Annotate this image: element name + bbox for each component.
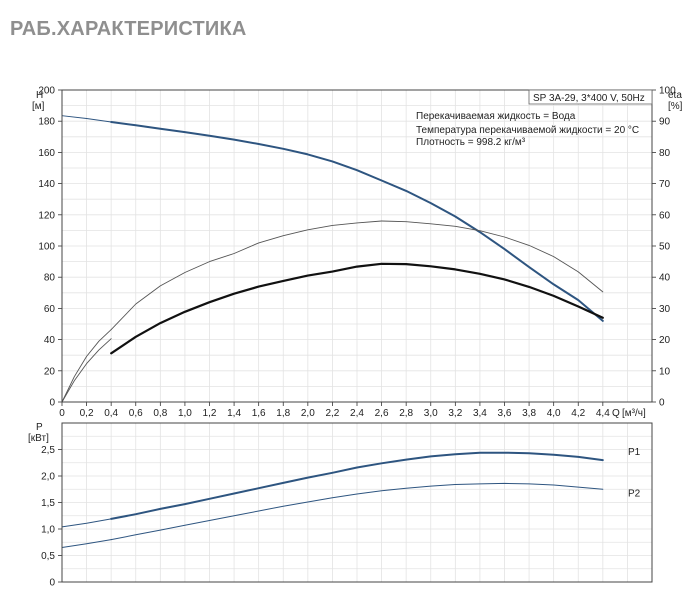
x-tick-label: 1,0	[178, 408, 192, 419]
x-tick-label: 2,0	[301, 408, 315, 419]
series-label-p2: P2	[628, 488, 641, 499]
series-label-p1: P1	[628, 447, 641, 458]
y-left-tick-label: 0	[49, 398, 55, 409]
x-tick-label: 1,6	[252, 408, 266, 419]
info-line-fluid: Перекачиваемая жидкость = Вода	[416, 111, 576, 122]
x-tick-label: 2,6	[375, 408, 389, 419]
y-left-tick-label: 180	[38, 117, 55, 128]
x-tick-label: 2,8	[399, 408, 413, 419]
p-tick-label: 2,0	[41, 472, 55, 483]
y-left-tick-label: 60	[44, 304, 56, 315]
y-right-tick-label: 80	[659, 148, 671, 159]
x-tick-label: 0,8	[153, 408, 167, 419]
x-tick-label: 3,4	[473, 408, 487, 419]
p-tick-label: 0,5	[41, 551, 55, 562]
x-tick-label: 1,2	[203, 408, 217, 419]
eta-axis-unit: [%]	[668, 101, 683, 112]
x-tick-label: 3,8	[522, 408, 536, 419]
x-tick-label: 0,4	[104, 408, 118, 419]
y-right-tick-label: 0	[659, 398, 665, 409]
x-tick-label: 1,4	[227, 408, 241, 419]
info-line-temperature: Температура перекачиваемой жидкости = 20…	[416, 125, 639, 136]
plot-frames	[58, 89, 656, 583]
y-left-tick-label: 80	[44, 273, 56, 284]
efficiency-curve-pump	[61, 329, 112, 403]
p-tick-label: 0	[49, 578, 55, 589]
efficiency-curve-total	[61, 338, 112, 403]
q-axis-title: Q	[612, 408, 620, 419]
h-axis-title: H	[36, 90, 43, 101]
p-tick-label: 1,5	[41, 498, 55, 509]
eta-axis-title: eta	[668, 90, 682, 101]
head-curve	[61, 115, 112, 123]
y-left-tick-label: 200	[38, 86, 55, 97]
info-line-density: Плотность = 998.2 кг/м³	[416, 137, 526, 148]
h-axis-unit: [м]	[32, 101, 45, 112]
x-tick-label: 2,2	[325, 408, 339, 419]
power-curve-p2	[110, 482, 604, 541]
y-right-tick-label: 40	[659, 273, 671, 284]
p-axis-unit: [кВт]	[28, 433, 49, 444]
y-left-tick-label: 20	[44, 366, 56, 377]
y-right-tick-label: 50	[659, 242, 671, 253]
x-tick-label: 4,0	[547, 408, 561, 419]
power-curve-p1	[61, 518, 112, 528]
bottom-plot-frame	[61, 422, 653, 583]
x-tick-label: 0,2	[80, 408, 94, 419]
top-plot-frame	[61, 89, 653, 403]
legend-box: SP 3A-29, 3*400 V, 50Hz	[528, 89, 653, 105]
curves	[61, 115, 604, 548]
efficiency-curve-pump	[110, 220, 604, 331]
y-right-tick-label: 100	[659, 86, 676, 97]
y-right-tick-label: 60	[659, 210, 671, 221]
y-left-tick-label: 120	[38, 210, 55, 221]
y-right-tick-label: 90	[659, 117, 671, 128]
y-left-tick-label: 140	[38, 179, 55, 190]
y-left-tick-label: 40	[44, 335, 56, 346]
p-tick-label: 1,0	[41, 525, 55, 536]
x-tick-label: 2,4	[350, 408, 364, 419]
x-tick-label: 3,0	[424, 408, 438, 419]
x-tick-label: 4,4	[596, 408, 610, 419]
efficiency-curve-total	[110, 262, 604, 355]
head-curve	[110, 121, 604, 322]
y-right-tick-label: 30	[659, 304, 671, 315]
p-axis-title: P	[36, 422, 43, 433]
axis-labels: 0 20 40 60 80 100 120 140 160 180 200 0 10 20 30 40 50 60…	[28, 86, 683, 589]
x-tick-label: 3,6	[498, 408, 512, 419]
x-tick-label: 3,2	[448, 408, 462, 419]
fluid-info: Перекачиваемая жидкость = Вода Температу…	[416, 111, 639, 148]
power-curve-p2	[61, 539, 112, 548]
x-tick-label: 4,2	[571, 408, 585, 419]
y-left-tick-label: 100	[38, 242, 55, 253]
power-curve-p1	[110, 451, 604, 520]
x-tick-label: 0,6	[129, 408, 143, 419]
x-tick-label: 0	[59, 408, 65, 419]
y-right-tick-label: 10	[659, 366, 671, 377]
grid	[62, 90, 652, 582]
y-left-tick-label: 160	[38, 148, 55, 159]
y-right-tick-label: 70	[659, 179, 671, 190]
q-axis-unit: [м³/ч]	[622, 408, 646, 419]
page-title: РАБ.ХАРАКТЕРИСТИКА	[10, 18, 247, 40]
x-tick-label: 1,8	[276, 408, 290, 419]
p-tick-label: 2,5	[41, 445, 55, 456]
legend-box-text: SP 3A-29, 3*400 V, 50Hz	[533, 93, 645, 104]
y-right-tick-label: 20	[659, 335, 671, 346]
